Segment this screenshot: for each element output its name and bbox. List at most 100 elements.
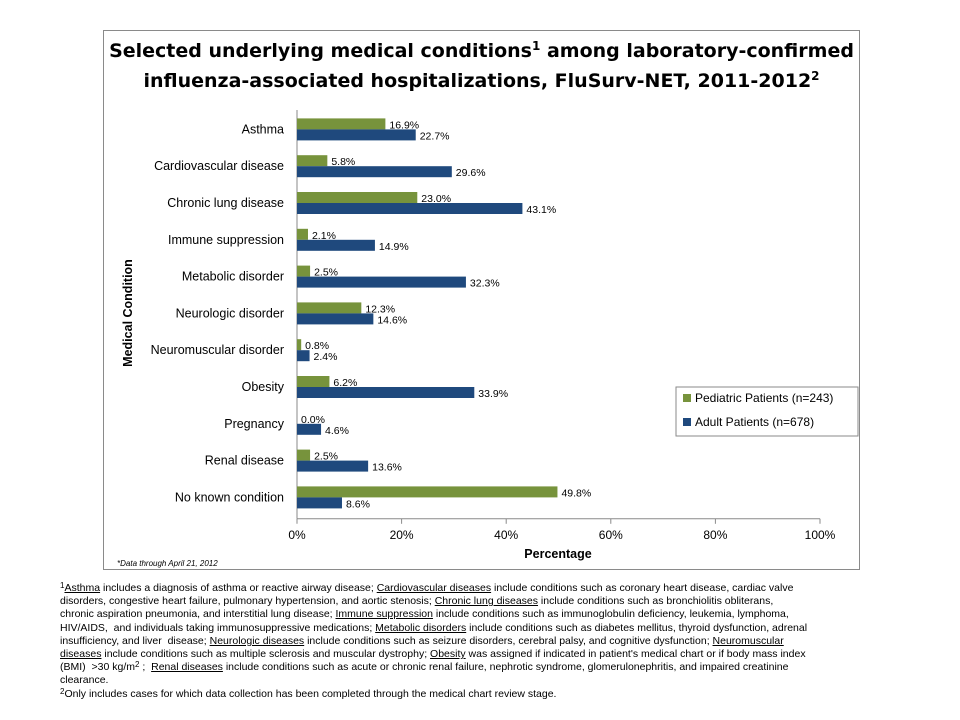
data-label: 4.6% <box>325 425 349 437</box>
category-label: Immune suppression <box>168 233 284 247</box>
footnotes: 1Asthma includes a diagnosis of asthma o… <box>60 582 960 701</box>
footnote-term: diseases <box>60 648 102 661</box>
data-label: 32.3% <box>470 278 500 290</box>
data-label: 5.8% <box>331 156 355 168</box>
footnote-line: chronic aspiration pneumonia, and inters… <box>60 608 960 621</box>
data-label: 6.2% <box>333 377 357 389</box>
data-label: 2.5% <box>314 267 338 279</box>
footnote-text: include conditions such as multiple scle… <box>101 648 431 661</box>
footnote-text: include conditions such as bronchiolitis… <box>538 595 774 608</box>
data-label: 0.0% <box>301 414 325 426</box>
footnote-line: clearance. <box>60 674 960 687</box>
footnote-term: Cardiovascular diseases <box>376 582 492 594</box>
data-label: 16.9% <box>389 119 419 131</box>
data-label: 2.1% <box>312 230 336 242</box>
category-label: No known condition <box>175 490 284 504</box>
footnote-text: include conditions such as seizure disor… <box>304 634 713 647</box>
footnote-term: Metabolic disorders <box>375 621 467 634</box>
data-label: 2.5% <box>314 451 338 463</box>
category-label: Neurologic disorder <box>176 306 284 320</box>
bar-pediatric <box>297 302 362 314</box>
bar-adult <box>297 166 452 178</box>
footnote-marker: 2 <box>134 660 140 670</box>
title-sup1: 1 <box>532 39 541 53</box>
footnote-text: insufficiency, and liver disease; <box>60 634 210 647</box>
y-axis-title: Medical Condition <box>121 259 135 367</box>
legend-label: Pediatric Patients (n=243) <box>695 391 833 405</box>
legend-label: Adult Patients (n=678) <box>695 415 814 429</box>
bar-adult <box>297 387 475 398</box>
footnote-text: includes a diagnosis of asthma or reacti… <box>100 582 377 594</box>
bar-adult <box>297 129 416 141</box>
footnote-text: include conditions such as coronary hear… <box>491 582 794 594</box>
data-label: 12.3% <box>365 303 395 315</box>
legend-swatch <box>683 418 691 426</box>
footnote-line: disorders, congestive heart failure, pul… <box>60 595 960 608</box>
bar-adult <box>297 276 466 288</box>
data-label: 49.8% <box>561 487 591 499</box>
footnote-text: include conditions such as diabetes mell… <box>466 621 808 634</box>
bar-pediatric <box>297 449 311 461</box>
footnote-term: Chronic lung diseases <box>434 595 539 608</box>
footnote-text: Only includes cases for which data colle… <box>64 687 557 700</box>
data-label: 22.7% <box>420 130 450 142</box>
x-tick-label: 100% <box>805 528 836 542</box>
x-tick-label: 80% <box>703 528 727 542</box>
data-label: 43.1% <box>526 204 556 216</box>
data-label: 8.6% <box>346 498 370 510</box>
footnote-term: Obesity <box>430 648 466 661</box>
footnote-term: Immune suppression <box>335 608 433 621</box>
bar-pediatric <box>297 265 311 277</box>
title-mid: among laboratory-confirmed <box>540 40 854 62</box>
category-label: Chronic lung disease <box>167 196 284 210</box>
x-tick-label: 0% <box>288 528 306 542</box>
data-label: 0.8% <box>305 340 329 352</box>
footnote-term: Neurologic diseases <box>209 634 305 647</box>
bar-adult <box>297 203 523 214</box>
footnote-line: 2Only includes cases for which data coll… <box>60 686 960 701</box>
category-label: Neuromuscular disorder <box>151 343 284 357</box>
category-label: Metabolic disorder <box>182 270 284 284</box>
footnote-line: diseases include conditions such as mult… <box>60 648 960 661</box>
x-axis-title: Percentage <box>524 547 591 561</box>
bar-pediatric <box>297 228 308 240</box>
data-label: 14.6% <box>377 314 407 326</box>
bar-pediatric <box>297 486 558 498</box>
bar-adult <box>297 423 322 435</box>
data-label: 29.6% <box>456 167 486 179</box>
bar-pediatric <box>297 339 302 351</box>
bar-pediatric <box>297 376 330 387</box>
footnote-term: Asthma <box>64 582 101 594</box>
title-line2: influenza-associated hospitalizations, F… <box>143 70 812 92</box>
category-label: Asthma <box>242 122 284 136</box>
footnote-line: insufficiency, and liver disease; Neurol… <box>60 635 960 648</box>
legend-box <box>675 386 859 437</box>
footnote-text: include conditions such as immunoglobuli… <box>432 608 789 621</box>
footnote-text: HIV/AIDS, and individuals taking immunos… <box>60 621 376 634</box>
x-tick-label: 40% <box>494 528 518 542</box>
footnote-text: ; <box>139 661 152 674</box>
data-label: 14.9% <box>379 241 409 253</box>
x-tick-label: 60% <box>599 528 623 542</box>
bar-adult <box>297 460 369 472</box>
footnote-text: clearance. <box>60 674 109 687</box>
footnote-text: disorders, congestive heart failure, pul… <box>60 595 435 608</box>
footnote-marker: 2 <box>60 686 65 696</box>
footnote-line: 1Asthma includes a diagnosis of asthma o… <box>60 582 960 595</box>
bar-adult <box>297 497 342 509</box>
chart-frame <box>103 30 860 570</box>
title-sup2: 2 <box>811 69 820 83</box>
bar-adult <box>297 313 374 325</box>
data-label: 2.4% <box>314 351 338 363</box>
footnote-term: Neuromuscular <box>712 634 784 647</box>
data-label: 13.6% <box>372 462 402 474</box>
x-tick-label: 20% <box>390 528 414 542</box>
footnote-text: was assigned if indicated in patient's m… <box>465 648 806 661</box>
footnote-text: chronic aspiration pneumonia, and inters… <box>60 608 336 621</box>
bar-adult <box>297 239 375 251</box>
bar-pediatric <box>297 118 386 130</box>
data-note: *Data through April 21, 2012 <box>117 559 218 568</box>
footnote-line: HIV/AIDS, and individuals taking immunos… <box>60 622 960 635</box>
bar-pediatric <box>297 192 418 203</box>
